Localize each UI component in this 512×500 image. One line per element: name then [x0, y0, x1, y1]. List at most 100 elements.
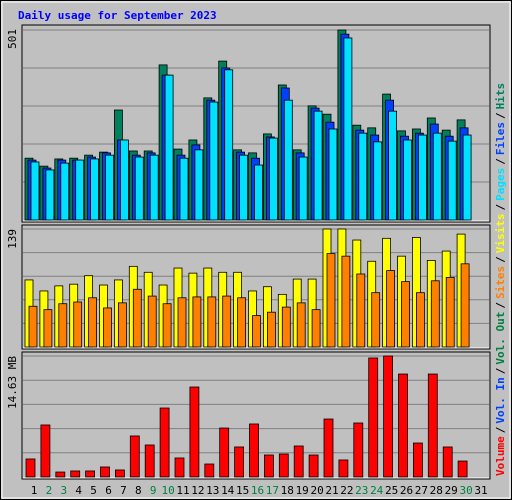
- bar: [30, 161, 40, 221]
- bar: [415, 292, 425, 348]
- x-tick-label: 25: [385, 484, 398, 497]
- x-tick-label: 22: [340, 484, 353, 497]
- x-tick-label: 31: [474, 484, 487, 497]
- legend-entry: Vol. In: [494, 377, 507, 423]
- bar: [298, 156, 308, 221]
- bar: [338, 459, 349, 478]
- bar: [40, 424, 51, 478]
- x-tick-label: 16: [251, 484, 264, 497]
- bar: [356, 273, 366, 348]
- bar: [323, 418, 334, 478]
- bar: [442, 446, 453, 478]
- x-tick-label: 29: [445, 484, 458, 497]
- bar: [60, 162, 70, 221]
- x-tick-label: 2: [46, 484, 53, 497]
- x-tick-label: 23: [355, 484, 368, 497]
- x-tick-label: 14: [221, 484, 235, 497]
- bar: [88, 297, 97, 348]
- bar: [283, 99, 293, 221]
- legend-separator: /: [494, 367, 507, 374]
- bar: [207, 296, 217, 348]
- legend-separator: /: [494, 302, 507, 309]
- bar: [432, 132, 442, 221]
- chart-title: Daily usage for September 2023: [18, 9, 217, 22]
- bar: [204, 463, 215, 478]
- x-tick-label: 3: [60, 484, 67, 497]
- x-tick-label: 11: [176, 484, 189, 497]
- x-tick-label: 7: [120, 484, 127, 497]
- legend-entry: Sites: [494, 266, 507, 299]
- legend-separator: /: [494, 112, 507, 119]
- bar: [192, 296, 202, 348]
- bar: [412, 442, 423, 478]
- bar: [313, 110, 323, 221]
- bar: [293, 445, 304, 478]
- bar: [162, 303, 172, 348]
- bar: [401, 281, 410, 348]
- bar: [445, 276, 455, 348]
- bar: [90, 158, 99, 221]
- bar: [189, 386, 200, 478]
- bar: [308, 454, 319, 478]
- bar: [368, 357, 379, 478]
- bar: [219, 427, 230, 478]
- legend-separator: /: [494, 158, 507, 165]
- bar: [45, 169, 55, 221]
- bar: [120, 139, 129, 221]
- bar: [100, 466, 110, 478]
- bar: [234, 446, 245, 478]
- bar: [398, 373, 408, 478]
- legend-entry: Files: [494, 122, 507, 155]
- x-tick-label: 1: [31, 484, 38, 497]
- x-tick-label: 8: [135, 484, 142, 497]
- bar: [252, 315, 261, 348]
- bar: [147, 295, 157, 348]
- bar: [263, 454, 274, 478]
- bar: [254, 164, 263, 221]
- bar: [266, 311, 276, 348]
- bar: [447, 140, 457, 221]
- x-tick-label: 18: [281, 484, 294, 497]
- bar: [328, 128, 338, 221]
- bar: [353, 422, 364, 478]
- bar: [144, 444, 155, 478]
- bar: [386, 270, 396, 348]
- bar: [70, 470, 81, 478]
- bar: [388, 110, 398, 221]
- bar: [311, 309, 321, 348]
- x-tick-label: 30: [459, 484, 472, 497]
- bar: [224, 69, 234, 221]
- bar: [25, 458, 36, 478]
- bar: [28, 305, 38, 348]
- x-tick-label: 4: [75, 484, 82, 497]
- bar: [132, 288, 142, 348]
- x-tick-label: 21: [325, 484, 338, 497]
- bar: [164, 74, 174, 221]
- x-tick-label: 17: [266, 484, 279, 497]
- legend-separator: /: [494, 426, 507, 433]
- bar: [281, 306, 291, 348]
- x-tick-label: 19: [296, 484, 309, 497]
- bar: [85, 470, 95, 478]
- bar: [73, 301, 83, 348]
- y-tick-label: 139: [6, 229, 19, 249]
- x-tick-label: 26: [400, 484, 413, 497]
- bar: [343, 37, 353, 221]
- legend-entry: Vol. Out: [494, 312, 507, 365]
- legend-entry: Visits: [494, 214, 507, 254]
- legend-entry: Pages: [494, 168, 507, 201]
- bar: [462, 134, 472, 221]
- bar: [457, 460, 468, 478]
- bar: [326, 253, 336, 348]
- bar: [134, 156, 144, 221]
- bar: [75, 159, 85, 221]
- x-tick-label: 27: [415, 484, 428, 497]
- x-tick-label: 12: [191, 484, 204, 497]
- bar: [427, 373, 438, 478]
- bar: [159, 407, 170, 478]
- bar: [58, 303, 68, 348]
- bar: [237, 297, 247, 348]
- y-tick-label: 14.63 MB: [6, 356, 19, 409]
- x-tick-label: 10: [161, 484, 174, 497]
